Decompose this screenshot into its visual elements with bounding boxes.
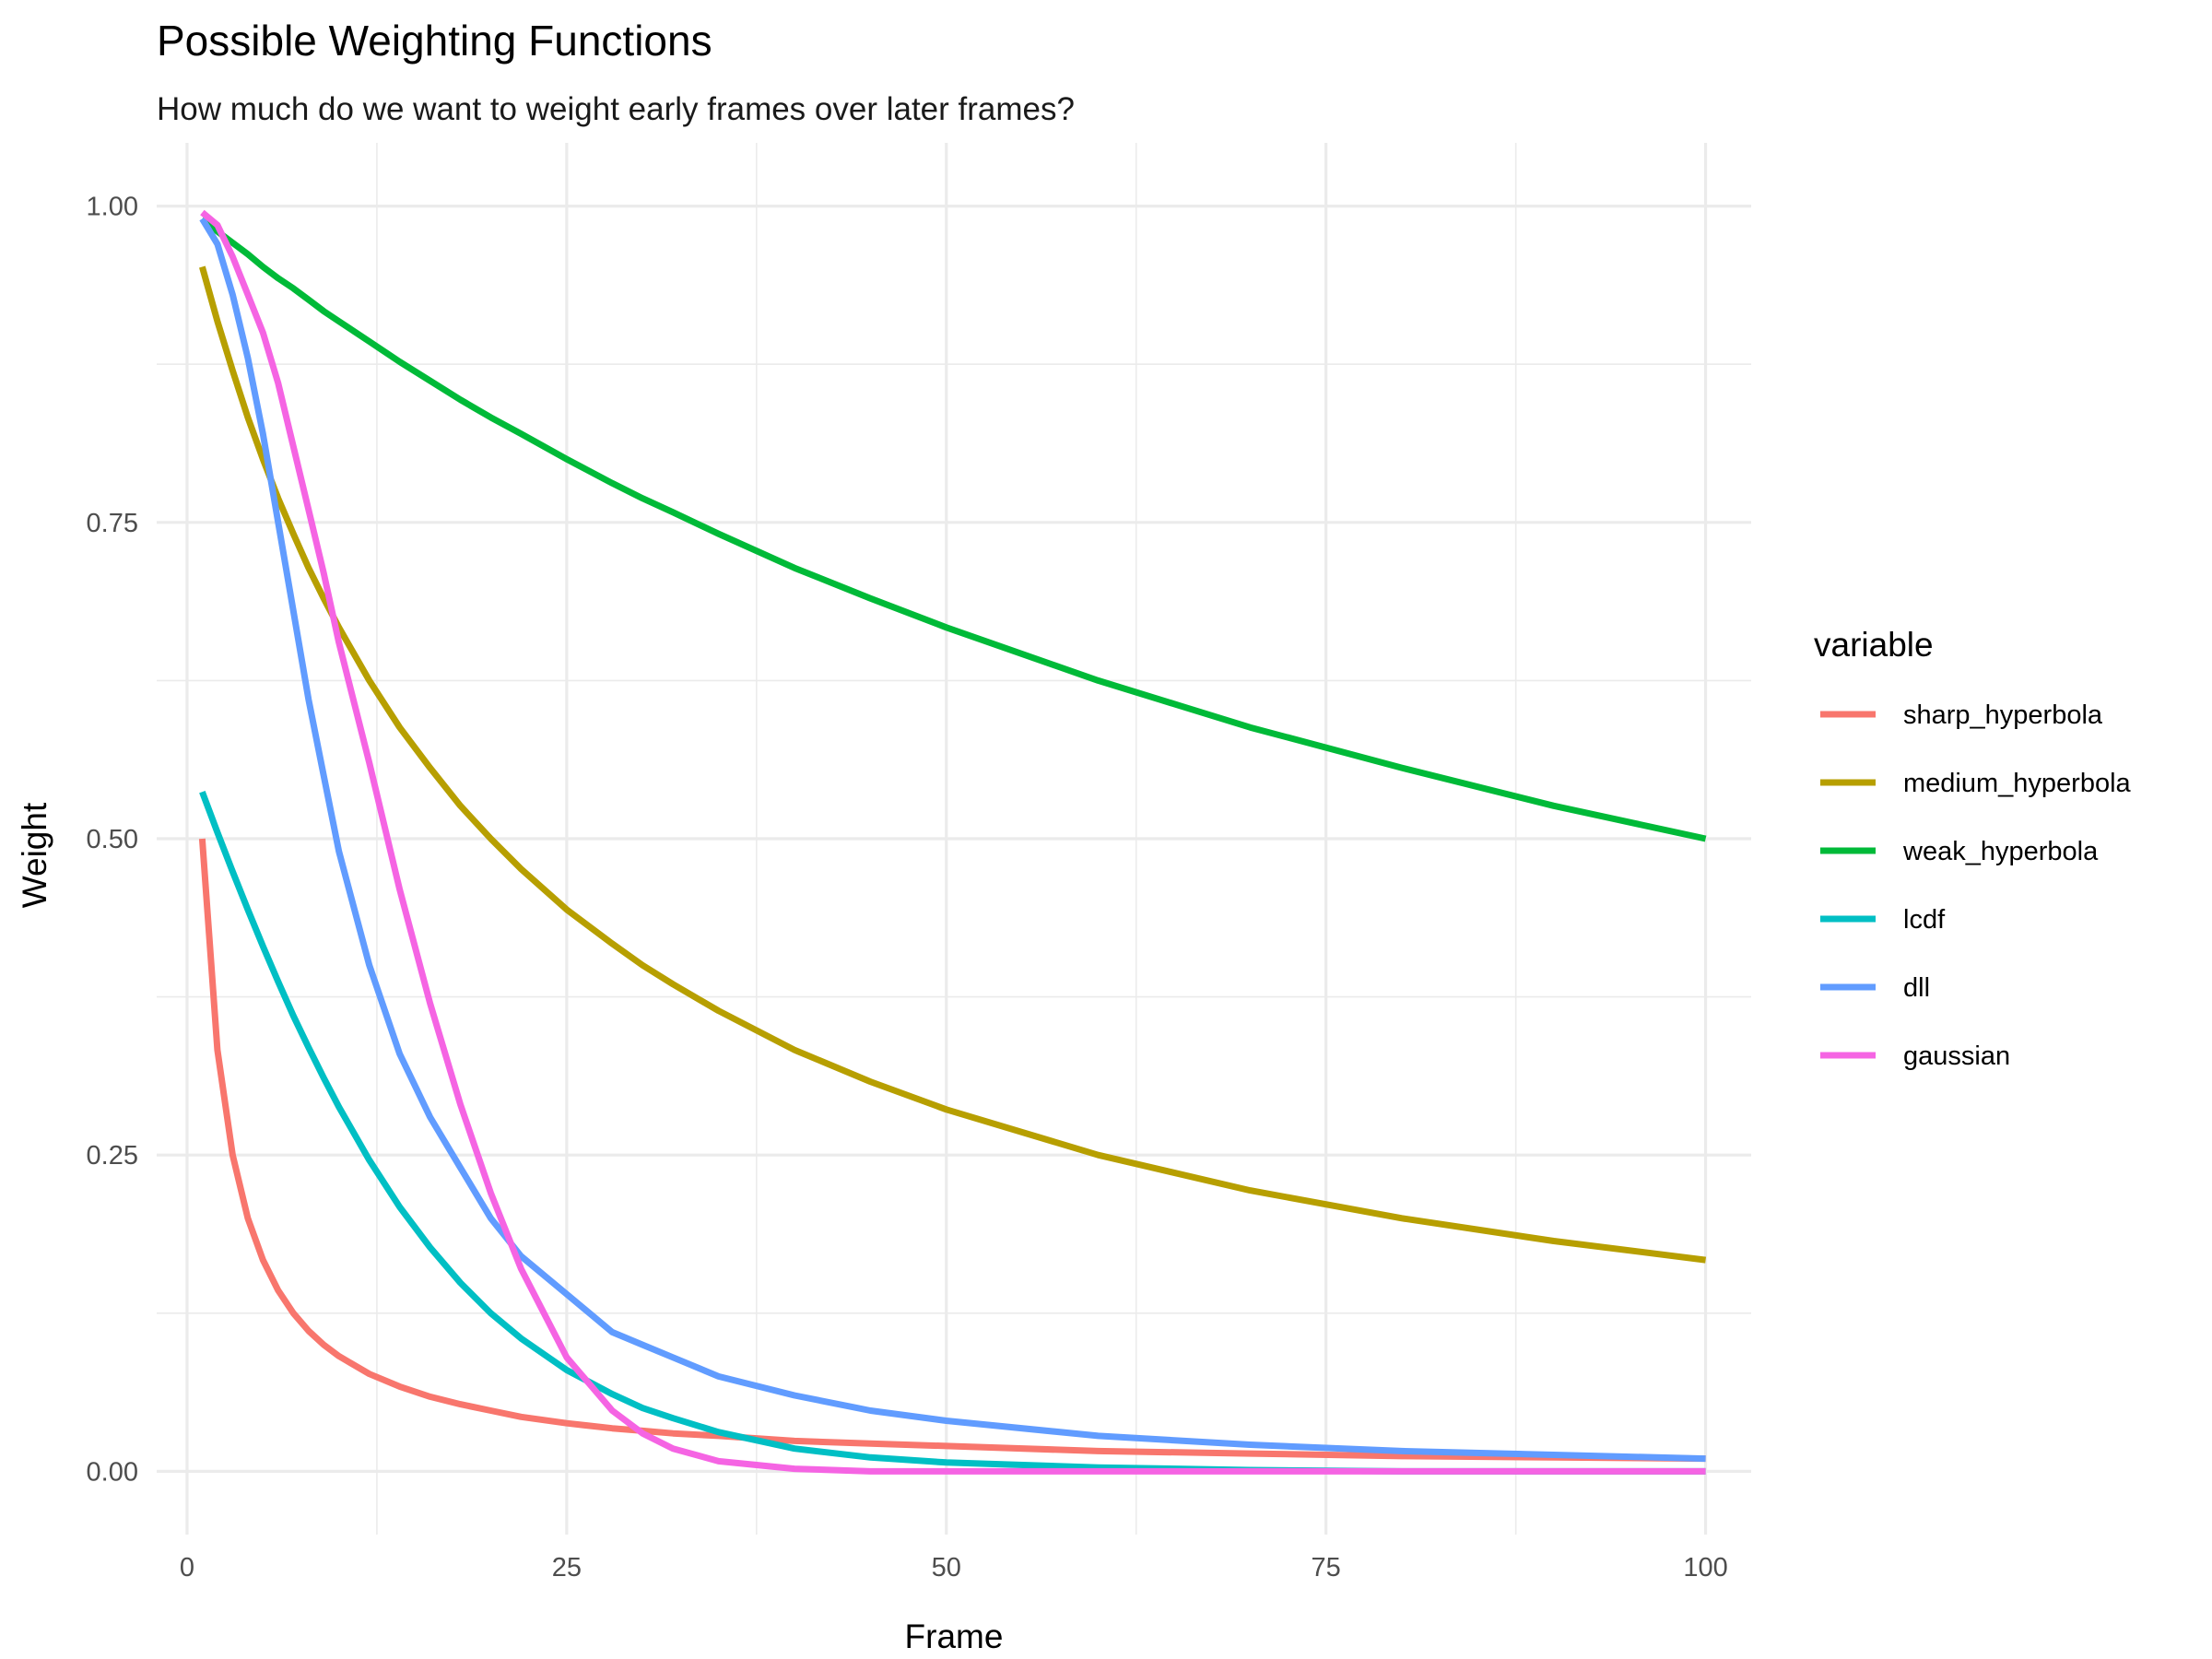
- x-axis-ticks: 0 25 50 75 100: [180, 1553, 1728, 1583]
- y-tick-label: 1.00: [87, 193, 138, 222]
- series-line-gaussian: [200, 209, 1706, 1475]
- legend-label: sharp_hyperbola: [1903, 700, 2103, 730]
- x-axis-title: Frame: [905, 1618, 1004, 1655]
- legend-label: lcdf: [1903, 905, 1946, 935]
- legend-label: gaussian: [1903, 1041, 2010, 1071]
- series-lines: [198, 209, 1707, 1475]
- chart-title: Possible Weighting Functions: [157, 17, 712, 65]
- series-line-sharp-hyperbola: [198, 838, 1706, 1463]
- y-tick-label: 0.50: [87, 825, 138, 854]
- x-tick-label: 0: [180, 1553, 194, 1583]
- plot-area: [157, 143, 1751, 1535]
- legend-label: dll: [1903, 973, 1930, 1003]
- legend: variable sharp_hyperbola medium_hyperbola…: [1814, 626, 2132, 1071]
- y-tick-label: 0.75: [87, 509, 138, 538]
- chart-subtitle: How much do we want to weight early fram…: [157, 91, 1075, 127]
- x-tick-label: 75: [1312, 1553, 1341, 1583]
- legend-items: sharp_hyperbola medium_hyperbola weak_hype…: [1820, 700, 2132, 1071]
- series-line-dll: [199, 217, 1706, 1463]
- legend-title: variable: [1814, 626, 1934, 664]
- y-tick-label: 0.25: [87, 1141, 138, 1171]
- x-tick-label: 25: [552, 1553, 582, 1583]
- grid-lines: [157, 143, 1751, 1535]
- y-axis-title: Weight: [16, 802, 53, 908]
- y-tick-label: 0.00: [87, 1457, 138, 1487]
- x-tick-label: 100: [1683, 1553, 1727, 1583]
- legend-label: weak_hyperbola: [1902, 837, 2099, 866]
- series-line-weak-hyperbola: [200, 216, 1707, 842]
- series-line-lcdf: [199, 790, 1706, 1475]
- y-axis-ticks: 0.00 0.25 0.50 0.75 1.00: [87, 193, 138, 1488]
- legend-label: medium_hyperbola: [1903, 769, 2132, 798]
- x-tick-label: 50: [932, 1553, 961, 1583]
